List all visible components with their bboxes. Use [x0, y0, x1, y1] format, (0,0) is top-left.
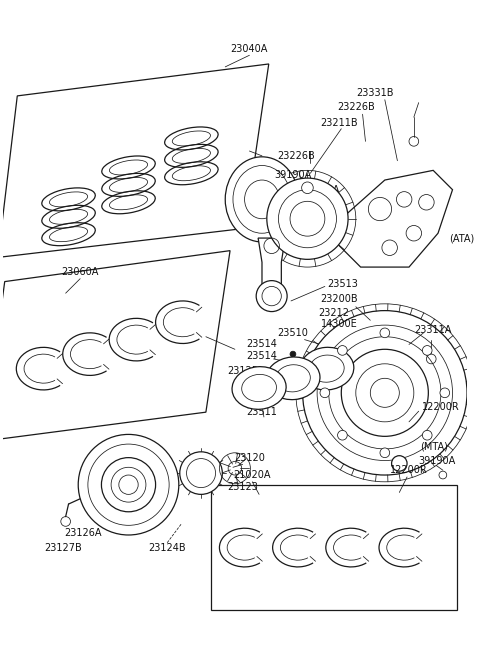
- Text: 12200R: 12200R: [421, 402, 459, 413]
- Ellipse shape: [266, 357, 320, 399]
- Text: 23123: 23123: [227, 482, 258, 491]
- Text: 23212: 23212: [318, 307, 349, 317]
- Circle shape: [302, 311, 467, 475]
- Text: 23513: 23513: [327, 279, 358, 288]
- Ellipse shape: [300, 348, 354, 390]
- Circle shape: [341, 350, 428, 436]
- Circle shape: [392, 456, 407, 471]
- Text: 23514: 23514: [247, 351, 277, 361]
- Text: 23226B: 23226B: [277, 151, 315, 161]
- Circle shape: [406, 225, 421, 241]
- Text: (MTA): (MTA): [420, 441, 448, 451]
- Text: 14300E: 14300E: [321, 319, 358, 329]
- Bar: [211, 485, 457, 610]
- Ellipse shape: [232, 367, 286, 409]
- Circle shape: [422, 346, 432, 355]
- Text: 23211B: 23211B: [321, 118, 358, 128]
- Text: 23331B: 23331B: [356, 88, 394, 98]
- Ellipse shape: [334, 338, 388, 380]
- Circle shape: [337, 346, 347, 355]
- Text: 23226B: 23226B: [337, 102, 375, 112]
- Ellipse shape: [225, 157, 299, 242]
- Circle shape: [370, 378, 399, 407]
- Circle shape: [419, 194, 434, 210]
- Text: 23126A: 23126A: [64, 528, 102, 538]
- Text: 23510: 23510: [277, 328, 308, 338]
- Text: 23410A: 23410A: [302, 185, 340, 194]
- Circle shape: [368, 198, 392, 221]
- Text: 23120: 23120: [234, 453, 265, 463]
- Polygon shape: [0, 64, 269, 258]
- Text: 21020A: 21020A: [234, 470, 271, 480]
- Circle shape: [382, 240, 397, 256]
- Circle shape: [329, 337, 441, 449]
- Circle shape: [101, 458, 156, 512]
- Circle shape: [440, 388, 450, 397]
- Circle shape: [396, 192, 412, 207]
- Circle shape: [290, 351, 296, 357]
- Polygon shape: [336, 170, 453, 267]
- Text: (ATA): (ATA): [450, 233, 475, 243]
- Text: 39190A: 39190A: [419, 455, 456, 466]
- Text: 23040A: 23040A: [231, 45, 268, 55]
- Text: 23127B: 23127B: [44, 543, 82, 553]
- Circle shape: [380, 448, 390, 458]
- Text: 39190A: 39190A: [274, 170, 312, 180]
- Circle shape: [256, 281, 287, 311]
- Circle shape: [317, 325, 453, 461]
- Circle shape: [337, 430, 347, 440]
- Circle shape: [267, 178, 348, 260]
- Circle shape: [422, 430, 432, 440]
- Text: 23124B: 23124B: [148, 543, 186, 553]
- Text: 23200B: 23200B: [321, 294, 358, 304]
- Text: 23514: 23514: [247, 340, 277, 350]
- Circle shape: [320, 388, 330, 397]
- Circle shape: [380, 328, 390, 338]
- Text: 23511: 23511: [247, 407, 277, 417]
- Polygon shape: [258, 238, 285, 286]
- Circle shape: [180, 452, 222, 494]
- Text: 12200R: 12200R: [390, 465, 428, 475]
- Circle shape: [78, 434, 179, 535]
- Circle shape: [301, 182, 313, 194]
- Polygon shape: [0, 250, 230, 442]
- Text: 23311A: 23311A: [415, 325, 452, 335]
- Circle shape: [356, 364, 414, 422]
- Text: 23125: 23125: [227, 365, 258, 376]
- Text: 23060A: 23060A: [61, 267, 99, 277]
